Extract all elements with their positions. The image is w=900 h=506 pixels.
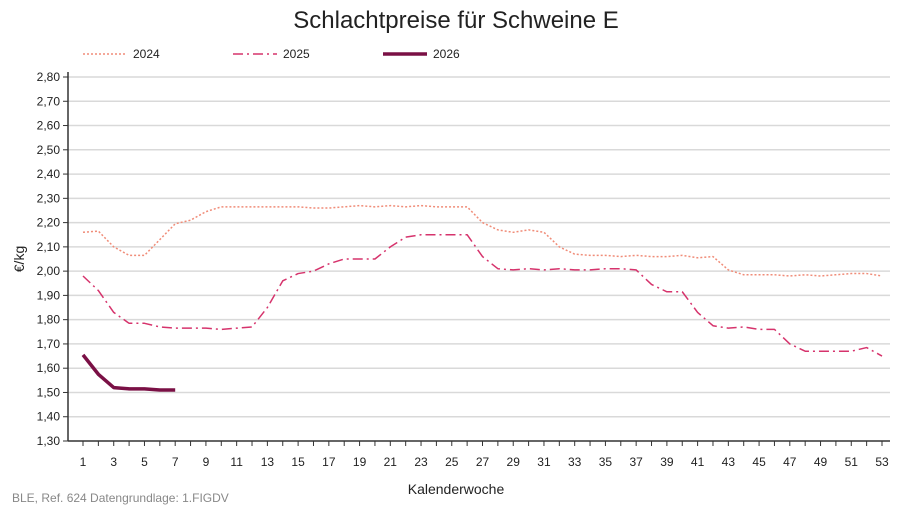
x-tick-label: 27	[476, 455, 490, 469]
x-tick-label: 11	[230, 455, 243, 469]
series-line-2026	[81, 353, 176, 392]
x-tick-label: 7	[172, 455, 179, 469]
y-tick-label: 1,50	[37, 385, 61, 399]
y-tick-label: 1,40	[37, 410, 61, 424]
y-tick-label: 1,80	[37, 313, 61, 327]
legend-label-2026: 2026	[433, 47, 460, 61]
y-tick-label: 1,60	[37, 361, 61, 375]
x-tick-label: 37	[629, 455, 643, 469]
x-tick-label: 17	[322, 455, 336, 469]
x-tick-label: 29	[507, 455, 521, 469]
series-line-2025	[82, 233, 883, 357]
y-tick-label: 1,30	[37, 434, 61, 448]
y-axis-label: €/kg	[11, 246, 27, 272]
x-axis-label: Kalenderwoche	[408, 481, 505, 497]
x-tick-label: 53	[875, 455, 889, 469]
legend-label-2024: 2024	[133, 47, 160, 61]
x-tick-label: 49	[814, 455, 828, 469]
x-tick-label: 47	[783, 455, 797, 469]
x-tick-label: 35	[599, 455, 613, 469]
y-tick-label: 2,50	[37, 143, 61, 157]
x-tick-label: 9	[203, 455, 210, 469]
x-tick-label: 33	[568, 455, 582, 469]
legend-label-2025: 2025	[283, 47, 310, 61]
x-tick-label: 43	[722, 455, 736, 469]
x-tick-label: 1	[80, 455, 87, 469]
x-tick-label: 51	[845, 455, 859, 469]
y-tick-label: 1,70	[37, 337, 61, 351]
x-tick-label: 45	[752, 455, 766, 469]
x-tick-label: 23	[414, 455, 428, 469]
y-tick-label: 1,90	[37, 288, 61, 302]
y-tick-label: 2,20	[37, 216, 61, 230]
y-tick-label: 2,30	[37, 191, 61, 205]
x-tick-label: 31	[537, 455, 551, 469]
y-tick-label: 2,10	[37, 240, 61, 254]
x-tick-label: 41	[691, 455, 705, 469]
x-tick-label: 21	[384, 455, 398, 469]
x-tick-label: 39	[660, 455, 674, 469]
x-tick-label: 5	[141, 455, 148, 469]
y-tick-label: 2,60	[37, 119, 61, 133]
y-tick-label: 2,40	[37, 167, 61, 181]
y-tick-label: 2,00	[37, 264, 61, 278]
series-line-2024	[82, 204, 883, 277]
x-tick-label: 13	[261, 455, 275, 469]
x-tick-label: 15	[291, 455, 305, 469]
y-tick-label: 2,70	[37, 94, 61, 108]
chart-title: Schlachtpreise für Schweine E	[293, 7, 619, 34]
x-tick-label: 25	[445, 455, 459, 469]
x-tick-label: 3	[110, 455, 117, 469]
x-tick-label: 19	[353, 455, 367, 469]
y-tick-label: 2,80	[37, 70, 61, 84]
source-note: BLE, Ref. 624 Datengrundlage: 1.FIGDV	[12, 491, 229, 505]
